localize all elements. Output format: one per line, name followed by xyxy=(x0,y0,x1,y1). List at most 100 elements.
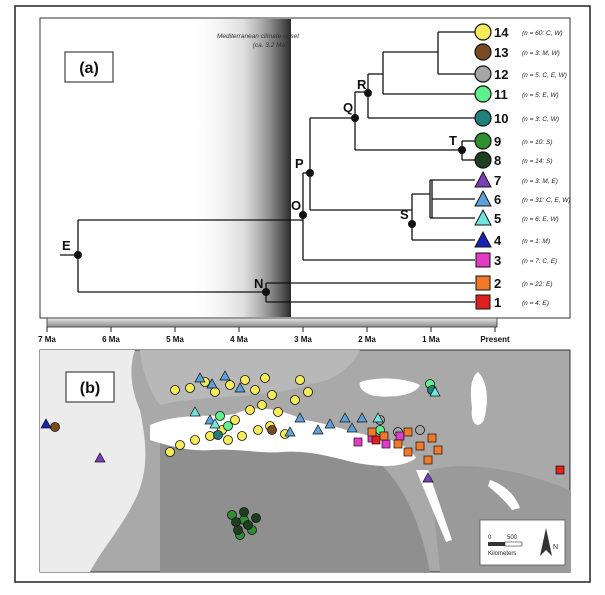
tip-marker-7 xyxy=(474,170,492,188)
map-point-6 xyxy=(194,372,206,383)
map-point-8 xyxy=(231,517,241,527)
tip-note-13: (n = 3: M, W) xyxy=(522,50,560,57)
tree-tips: 14 (n = 60: C, W)13 (n = 3: M, W)12 (n = 5:… xyxy=(474,23,571,310)
map-europe xyxy=(140,350,360,405)
tip-marker-14 xyxy=(474,23,492,41)
tip-note-8: (n = 14: S) xyxy=(522,158,553,165)
tip-number-9: 9 xyxy=(494,134,501,149)
tip-number-12: 12 xyxy=(494,67,508,82)
map-point-10 xyxy=(213,430,223,440)
map-point-14 xyxy=(210,387,220,397)
timescale-label: 2 Ma xyxy=(358,335,376,344)
tip-note-3: (n = 7: C, E) xyxy=(522,258,557,265)
tip-number-8: 8 xyxy=(494,153,501,168)
map-atlantic xyxy=(40,350,146,572)
climate-annotation-line2: (ca. 3.2 Ma) xyxy=(253,42,288,49)
map-point-1 xyxy=(371,435,381,445)
tip-number-7: 7 xyxy=(494,173,501,188)
map-point-2 xyxy=(403,447,413,457)
tip-marker-3 xyxy=(475,252,491,268)
tip-number-5: 5 xyxy=(494,211,501,226)
tip-marker-5 xyxy=(474,208,492,226)
node-label-q: Q xyxy=(343,100,353,115)
tree-nodes xyxy=(74,89,466,296)
scale-unit: Kilometers xyxy=(488,551,516,557)
scale-value: 500 xyxy=(507,535,518,541)
tip-note-10: (n = 3: C, W) xyxy=(522,116,559,123)
map-point-7 xyxy=(94,452,106,463)
map-point-4 xyxy=(40,418,52,429)
map-point-14 xyxy=(303,387,313,397)
tip-number-4: 4 xyxy=(494,233,502,248)
map-point-5 xyxy=(372,412,384,423)
map-point-14 xyxy=(245,405,255,415)
map-point-6 xyxy=(356,412,368,423)
node-e-dot xyxy=(74,251,82,259)
tip-marker-12 xyxy=(474,65,492,83)
map-point-14 xyxy=(253,425,263,435)
phylogenetic-tree xyxy=(60,31,475,303)
map-point-14 xyxy=(290,395,300,405)
map-point-13 xyxy=(50,422,60,432)
map-point-11 xyxy=(215,411,225,421)
map-persian-gulf xyxy=(488,480,520,510)
map-point-6 xyxy=(346,422,358,433)
tip-note-6: (n = 31: C, E, W) xyxy=(522,197,571,204)
map-point-14 xyxy=(237,431,247,441)
map-red-sea xyxy=(416,470,452,542)
timescale-bar xyxy=(46,317,498,328)
node-label-o: O xyxy=(291,198,301,213)
panel-a-label-box xyxy=(64,51,114,83)
map-point-2 xyxy=(423,455,433,465)
node-label-p: P xyxy=(295,156,304,171)
map-point-6 xyxy=(204,414,216,425)
node-label-e: E xyxy=(62,238,71,253)
map-point-6 xyxy=(339,412,351,423)
map-point-14 xyxy=(185,383,195,393)
node-label-t: T xyxy=(449,133,457,148)
map-point-14 xyxy=(230,415,240,425)
node-label-n: N xyxy=(254,276,263,291)
map-point-14 xyxy=(225,380,235,390)
node-labels: E N O P Q R S T xyxy=(62,77,457,291)
climate-annotation-line1: Mediterranean climate onset xyxy=(217,33,300,40)
map-points xyxy=(40,370,565,540)
node-p-dot xyxy=(306,169,314,177)
map-black-sea xyxy=(359,378,420,397)
map-point-2 xyxy=(393,439,403,449)
node-n-dot xyxy=(262,288,270,296)
map-point-1 xyxy=(555,465,565,475)
map-point-14 xyxy=(240,375,250,385)
node-r-dot xyxy=(364,89,372,97)
north-arrow-icon xyxy=(540,528,552,556)
map-point-14 xyxy=(175,440,185,450)
map-point-14 xyxy=(205,431,215,441)
map-point-6 xyxy=(324,418,336,429)
tip-marker-1 xyxy=(475,294,491,310)
tip-note-9: (n = 10: S) xyxy=(522,139,553,146)
timescale-label: Present xyxy=(480,335,510,344)
map-point-6 xyxy=(284,426,296,437)
timescale-label: 1 Ma xyxy=(422,335,440,344)
map-point-14 xyxy=(257,400,267,410)
map-point-5 xyxy=(189,406,201,417)
tip-marker-13 xyxy=(474,43,492,61)
tip-note-7: (n = 3: M, E) xyxy=(522,178,558,185)
node-q-dot xyxy=(351,114,359,122)
map-point-8 xyxy=(251,513,261,523)
map-point-8 xyxy=(243,520,253,530)
tip-number-3: 3 xyxy=(494,253,501,268)
panel-b-label: (b) xyxy=(80,380,100,397)
panel-b-label-box xyxy=(65,371,115,403)
tip-marker-10 xyxy=(474,109,492,127)
node-s-dot xyxy=(408,220,416,228)
map-point-8 xyxy=(239,507,249,517)
timescale-label: 4 Ma xyxy=(230,335,248,344)
panel-a-label: (a) xyxy=(79,60,99,77)
map-point-6 xyxy=(234,382,246,393)
map-point-3 xyxy=(395,431,405,441)
north-label: N xyxy=(553,544,558,551)
tip-note-2: (n = 22: E) xyxy=(522,281,553,288)
map-point-14 xyxy=(223,435,233,445)
